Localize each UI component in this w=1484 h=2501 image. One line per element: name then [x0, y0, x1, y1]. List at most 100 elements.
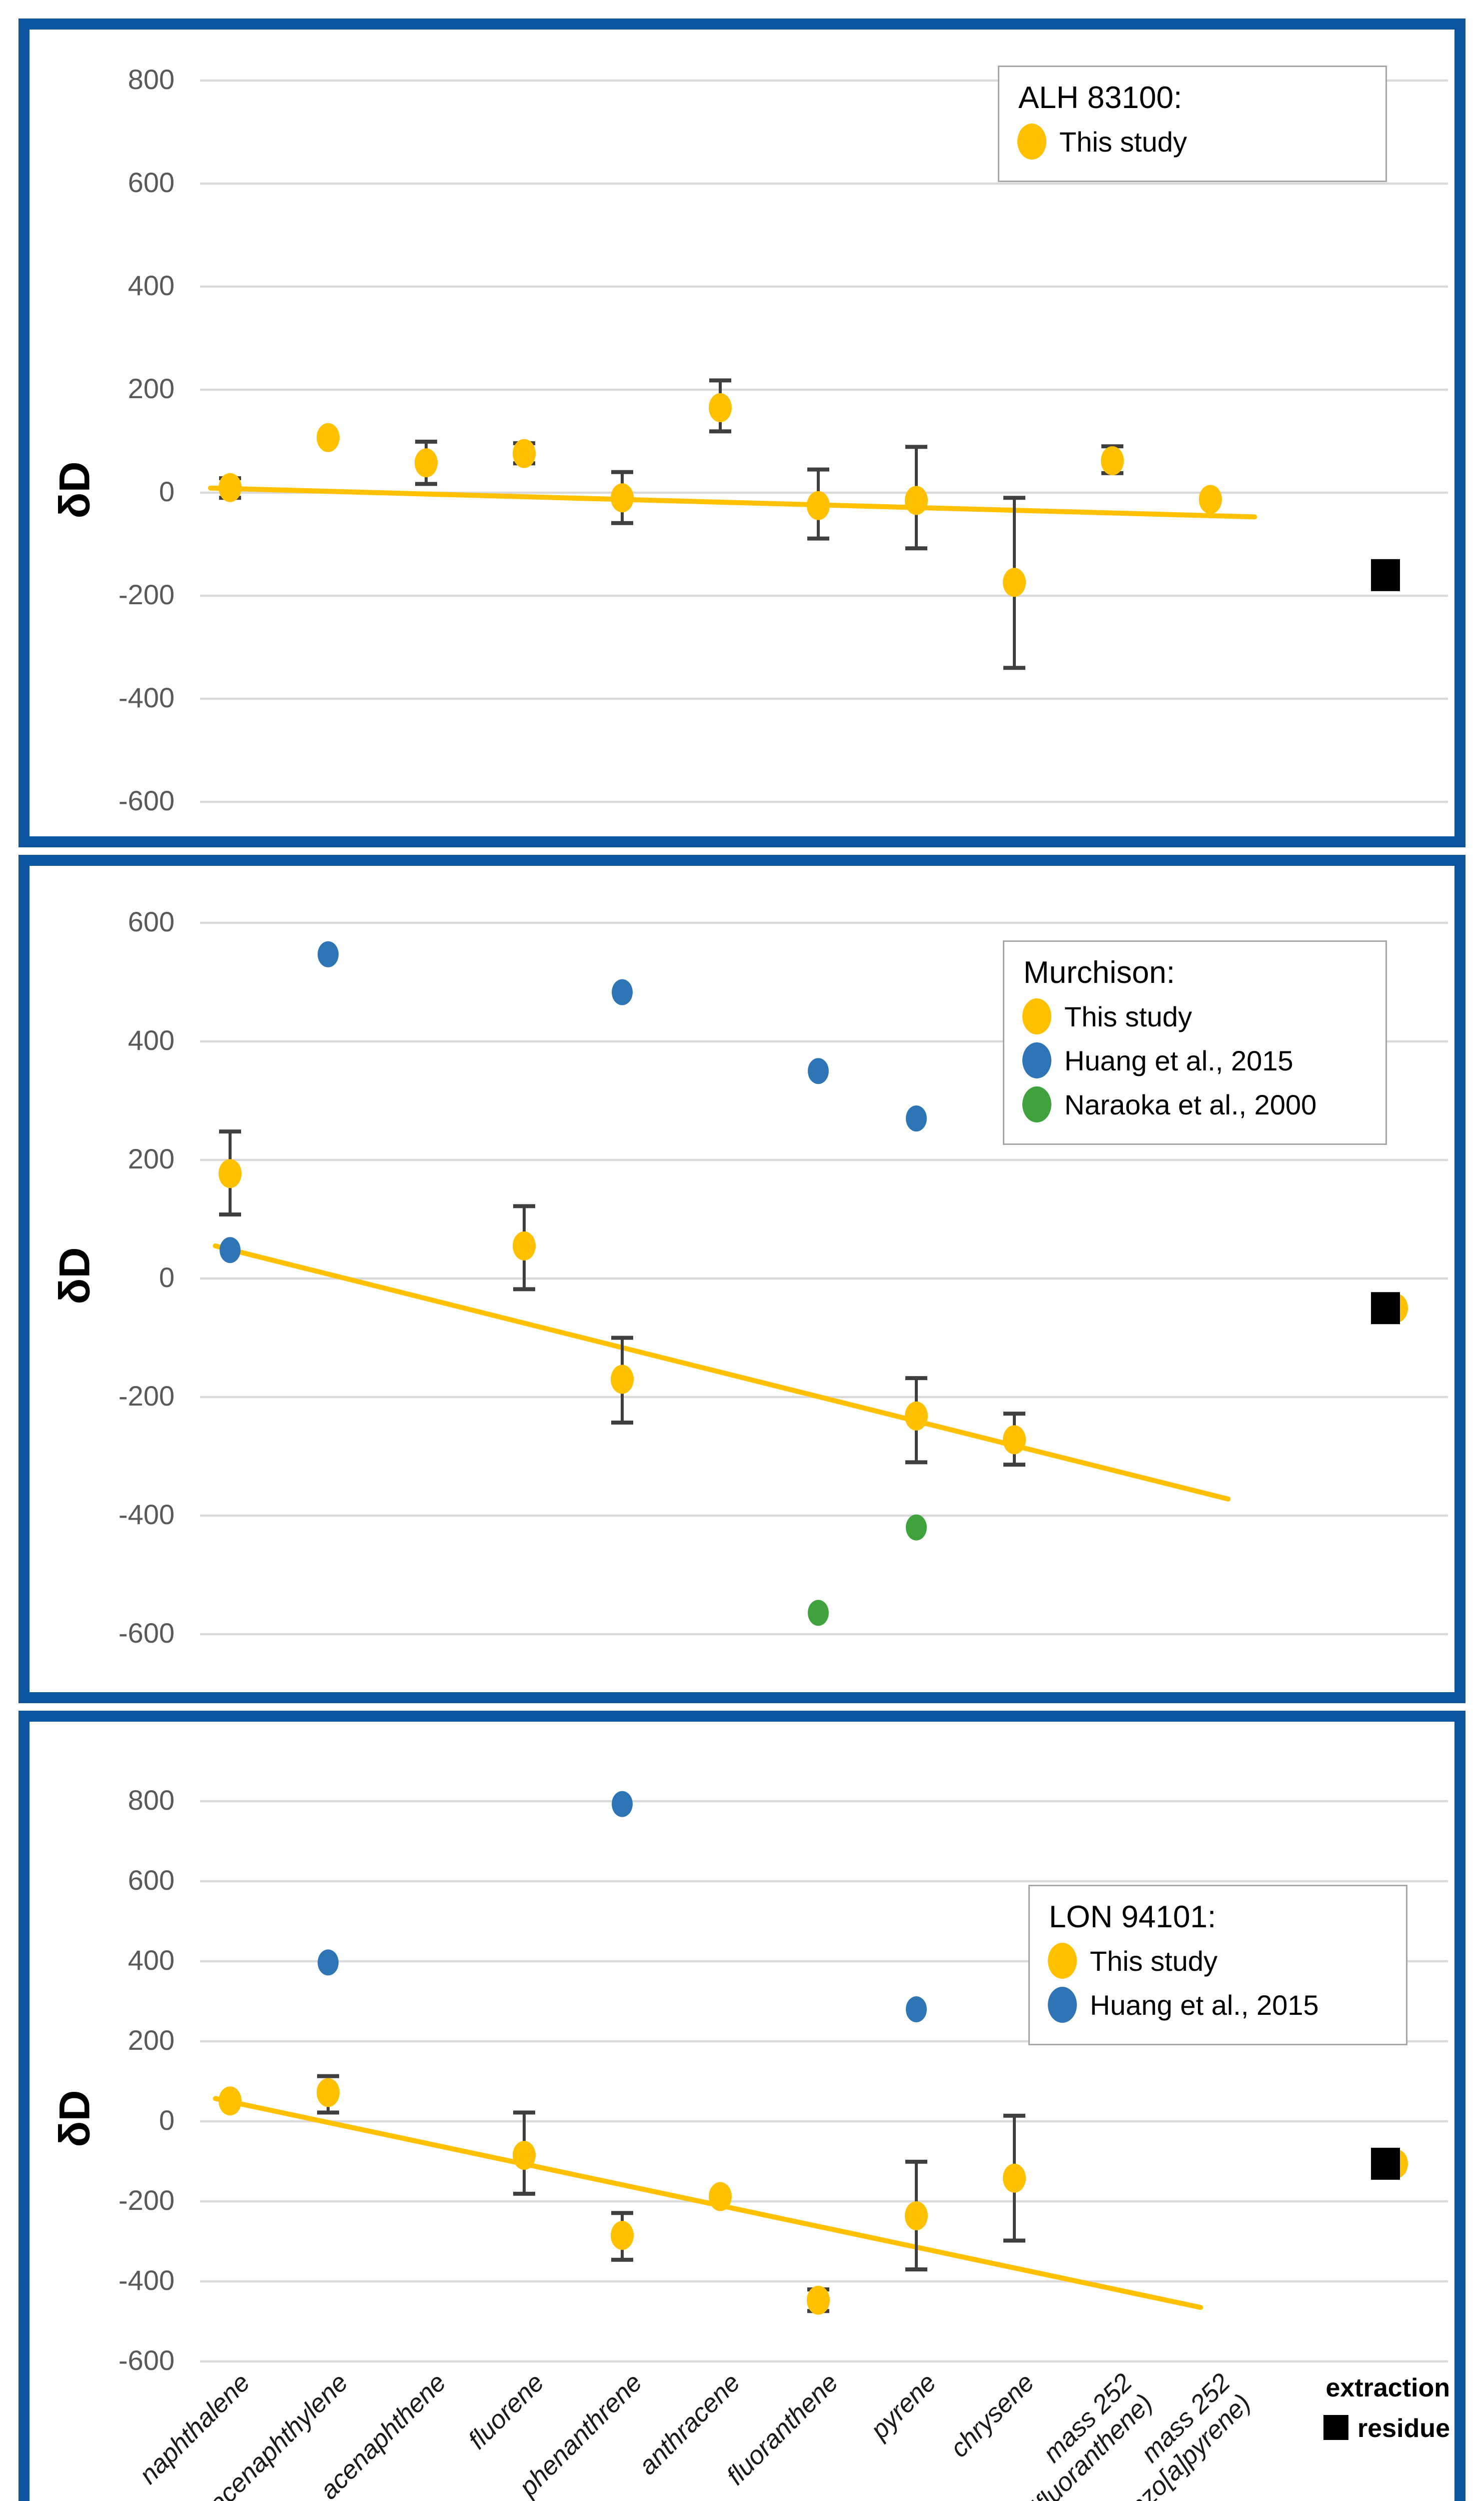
y-tick-label: -600	[118, 785, 175, 816]
y-tick-label: 800	[128, 1784, 175, 1816]
y-tick-label: 400	[128, 1944, 175, 1976]
panel-murchison: 600 400 200 0 -200 -400 -600 δD Murchison: Thi…	[19, 855, 1465, 1703]
legend-entry-label: This study	[1059, 126, 1187, 158]
huang-marker-icon	[1022, 1042, 1051, 1078]
this_study-data-point	[513, 439, 536, 468]
y-tick-label: 600	[128, 906, 175, 937]
y-tick-label: 200	[128, 1143, 175, 1174]
y-tick-label: 200	[128, 2024, 175, 2056]
plot-area-lon-94101	[200, 1791, 1448, 2363]
y-axis-label-delta-d: δD	[51, 2090, 99, 2147]
this_study-data-point	[219, 473, 242, 502]
trend-line	[208, 485, 1257, 520]
y-tick-label: -600	[118, 2344, 175, 2376]
huang-data-point	[906, 1105, 927, 1132]
legend-murchison: Murchison: This study Huang et al., 2015…	[1003, 940, 1387, 1145]
naraoka-marker-icon	[1022, 1086, 1051, 1122]
legend-alh-83100: ALH 83100: This study	[998, 66, 1387, 182]
huang-marker-icon	[1048, 1987, 1077, 2023]
this_study-data-point	[1101, 446, 1124, 476]
huang-data-point	[318, 941, 339, 967]
huang-data-point	[612, 1791, 633, 1817]
legend-entry-this-study: This study	[1017, 124, 1367, 160]
y-tick-label: 600	[128, 1864, 175, 1896]
this_study-data-point	[219, 2086, 242, 2116]
y-tick-label: 600	[128, 167, 175, 198]
this_study-data-point	[807, 2285, 830, 2315]
legend-entry-this-study: This study	[1048, 1943, 1388, 1979]
this_study-data-point	[317, 2078, 340, 2107]
y-tick-label: -200	[118, 1380, 175, 1412]
legend-title: LON 94101:	[1049, 1900, 1216, 1934]
this_study-data-point	[513, 1231, 536, 1261]
trend-line	[213, 1243, 1231, 1502]
huang-data-point	[612, 979, 633, 1005]
this-study-marker-icon	[1022, 998, 1051, 1034]
y-tick-label: -200	[118, 2184, 175, 2216]
this_study-data-point	[1199, 485, 1222, 514]
this_study-data-point	[611, 2221, 634, 2250]
huang-data-point	[808, 1058, 829, 1084]
y-tick-label: 800	[128, 64, 175, 95]
this_study-data-point	[807, 491, 830, 520]
this-study-marker-icon	[1017, 124, 1046, 160]
this_study-data-point	[709, 393, 732, 423]
extraction-residue-label-line1: extraction	[1325, 2373, 1450, 2402]
legend-lon-94101: LON 94101: This study Huang et al., 2015	[1028, 1885, 1407, 2045]
extraction-residue-label-line2: residue	[1200, 2408, 1450, 2449]
y-tick-label: -600	[118, 1617, 175, 1649]
legend-title: ALH 83100:	[1018, 81, 1182, 115]
this_study-data-point	[317, 423, 340, 452]
panel-alh-83100: 800 600 400 200 0 -200 -400 -600 δD ALH 83100: …	[19, 19, 1465, 847]
legend-entry-naraoka: Naraoka et al., 2000	[1022, 1086, 1367, 1122]
y-axis-label-delta-d: δD	[51, 1247, 99, 1305]
extraction-residue-marker	[1371, 2147, 1400, 2180]
this_study-data-point	[513, 2141, 536, 2170]
legend-entry-huang: Huang et al., 2015	[1048, 1987, 1388, 2023]
residue-marker-icon	[1323, 2414, 1349, 2440]
panel-lon-94101: 800 600 400 200 0 -200 -400 -600 δD LON 94101: …	[19, 1711, 1465, 2501]
trend-line	[213, 2096, 1203, 2310]
y-tick-label: 0	[159, 2104, 175, 2136]
plot-area-murchison	[200, 921, 1448, 1636]
extraction-residue-label: extraction residue	[1200, 2368, 1450, 2448]
huang-data-point	[220, 1237, 241, 1264]
this_study-data-point	[709, 2182, 732, 2211]
this-study-marker-icon	[1048, 1943, 1077, 1979]
legend-entry-label: Huang et al., 2015	[1064, 1044, 1293, 1076]
this_study-data-point	[1003, 1425, 1026, 1455]
legend-entry-label: This study	[1064, 1000, 1192, 1032]
plot-area-alh-83100	[200, 79, 1448, 803]
this_study-data-point	[415, 448, 438, 478]
legend-entry-huang: Huang et al., 2015	[1022, 1042, 1367, 1078]
y-axis-label-delta-d: δD	[51, 461, 99, 519]
y-tick-label: -400	[118, 1499, 175, 1530]
y-tick-label: -400	[118, 2264, 175, 2296]
this_study-data-point	[1003, 568, 1026, 597]
extraction-residue-marker	[1371, 1292, 1400, 1325]
legend-entry-label: This study	[1090, 1945, 1218, 1977]
y-tick-label: 0	[159, 1262, 175, 1293]
extraction-residue-marker	[1371, 559, 1400, 591]
legend-entry-label: Naraoka et al., 2000	[1064, 1088, 1317, 1120]
y-tick-label: -200	[118, 579, 175, 610]
y-tick-label: 400	[128, 270, 175, 301]
y-tick-label: 200	[128, 373, 175, 404]
huang-data-point	[906, 1996, 927, 2022]
naraoka-data-point	[906, 1514, 927, 1541]
huang-data-point	[318, 1949, 339, 1976]
naraoka-data-point	[808, 1600, 829, 1626]
this_study-data-point	[611, 1365, 634, 1394]
legend-entry-this-study: This study	[1022, 998, 1367, 1034]
this_study-data-point	[219, 1159, 242, 1188]
y-tick-label: -400	[118, 682, 175, 713]
this_study-data-point	[905, 486, 928, 515]
legend-title: Murchison:	[1023, 955, 1175, 990]
y-tick-label: 400	[128, 1024, 175, 1056]
this_study-data-point	[1003, 2163, 1026, 2193]
this_study-data-point	[905, 1401, 928, 1431]
legend-entry-label: Huang et al., 2015	[1090, 1989, 1319, 2021]
y-tick-label: 0	[159, 476, 175, 507]
this_study-data-point	[905, 2201, 928, 2230]
